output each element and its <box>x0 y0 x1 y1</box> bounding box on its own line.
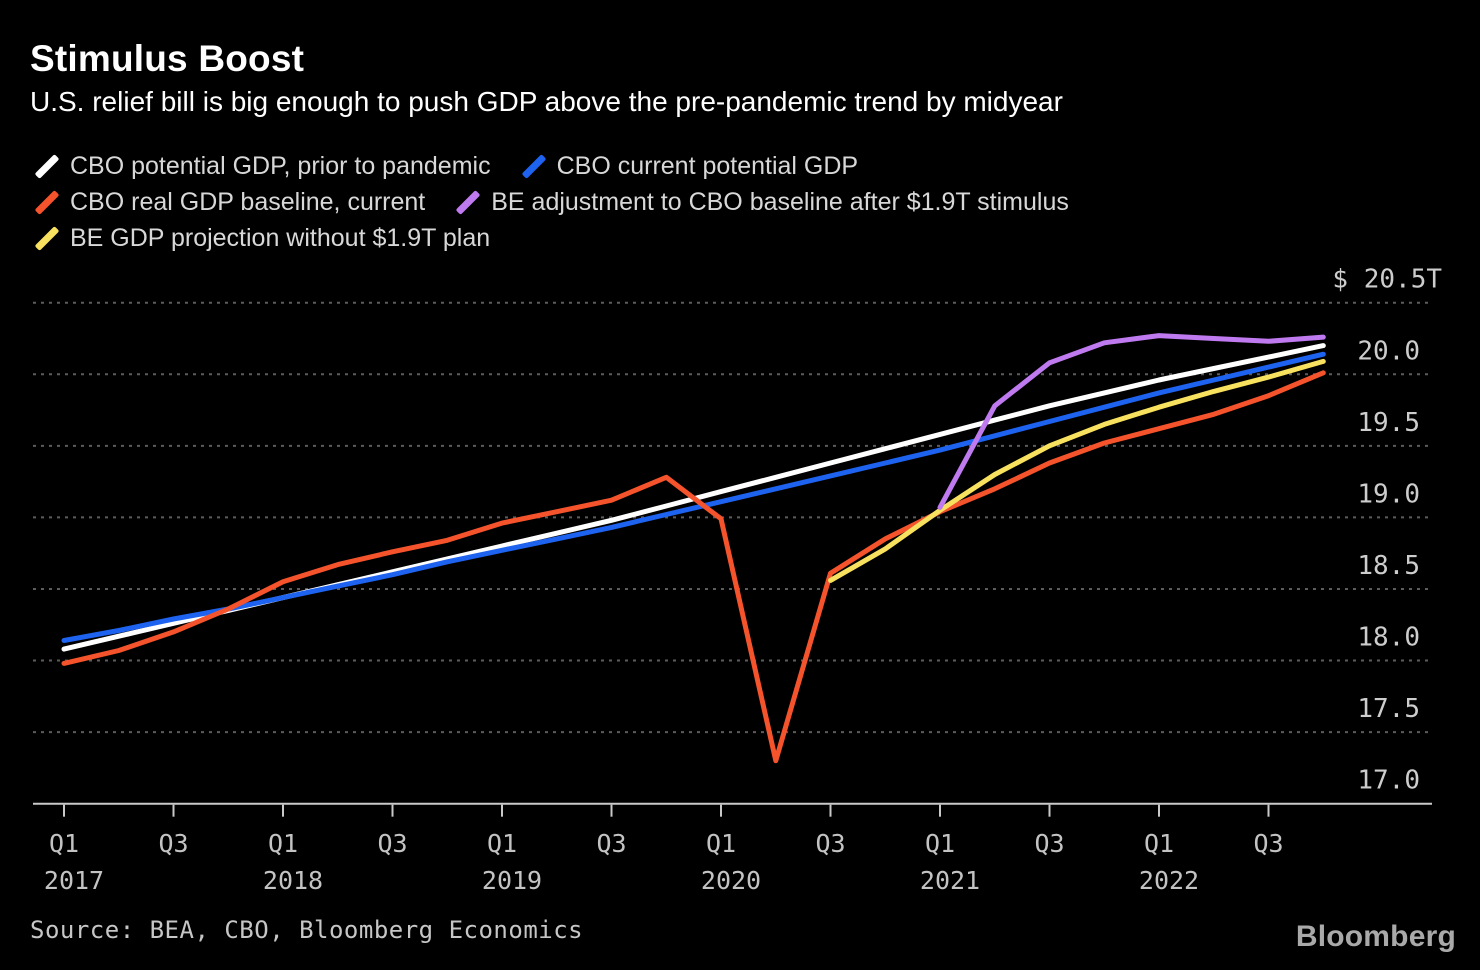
legend-item-be_adjustment_stimulus: BE adjustment to CBO baseline after $1.9… <box>451 188 1069 217</box>
legend-label: CBO current potential GDP <box>556 151 859 180</box>
y-axis-label-19.5: 19.5 <box>1357 408 1420 438</box>
legend-row-2: BE GDP projection without $1.9T plan <box>30 220 1360 256</box>
y-axis-label-18.0: 18.0 <box>1357 623 1420 653</box>
legend-item-cbo_real_baseline: CBO real GDP baseline, current <box>30 188 425 217</box>
legend-item-be_projection_no_plan: BE GDP projection without $1.9T plan <box>30 224 490 253</box>
x-year-label-2018: 2018 <box>263 866 323 895</box>
x-tick-label-12: Q1 <box>706 829 736 858</box>
series-line-cbo_real_baseline <box>61 370 1326 764</box>
legend-label: CBO potential GDP, prior to pandemic <box>70 151 491 180</box>
x-tick-label-0: Q1 <box>49 829 79 858</box>
source-note: Source: BEA, CBO, Bloomberg Economics <box>30 916 584 944</box>
y-axis-label-20.0: 20.0 <box>1357 336 1420 366</box>
y-axis-label-17.0: 17.0 <box>1357 766 1420 796</box>
y-axis-label-18.5: 18.5 <box>1357 551 1420 581</box>
chart-legend: CBO potential GDP, prior to pandemic CBO … <box>30 148 1360 256</box>
x-year-label-2017: 2017 <box>44 866 104 895</box>
x-tick-label-10: Q3 <box>596 829 626 858</box>
x-tick-label-6: Q3 <box>377 829 407 858</box>
y-axis-label-17.5: 17.5 <box>1357 694 1420 724</box>
y-axis-label-19.0: 19.0 <box>1357 479 1420 509</box>
x-year-label-2019: 2019 <box>482 866 542 895</box>
legend-label: BE adjustment to CBO baseline after $1.9… <box>491 187 1069 216</box>
x-tick-label-22: Q3 <box>1253 829 1283 858</box>
y-axis-label-20.5: $ 20.5T <box>1332 265 1442 295</box>
x-tick-label-18: Q3 <box>1034 829 1064 858</box>
legend-row-1: CBO real GDP baseline, current BE adjustm… <box>30 184 1360 220</box>
legend-label: BE GDP projection without $1.9T plan <box>70 223 491 252</box>
legend-item-cbo_potential_prior: CBO potential GDP, prior to pandemic <box>30 152 491 181</box>
legend-label: CBO real GDP baseline, current <box>70 187 426 216</box>
legend-item-cbo_potential_current: CBO current potential GDP <box>517 151 859 181</box>
x-tick-label-16: Q1 <box>925 829 955 858</box>
x-tick-label-2: Q3 <box>158 829 188 858</box>
x-tick-label-20: Q1 <box>1144 829 1174 858</box>
x-tick-label-14: Q3 <box>815 829 845 858</box>
series-line-be_projection_no_plan <box>828 358 1326 583</box>
x-year-label-2022: 2022 <box>1139 866 1199 895</box>
legend-row-0: CBO potential GDP, prior to pandemic CBO … <box>30 148 1360 184</box>
series-line-be_adjustment_stimulus <box>937 333 1326 510</box>
x-year-label-2020: 2020 <box>701 866 761 895</box>
series-line-cbo_potential_current <box>61 351 1326 643</box>
x-year-label-2021: 2021 <box>920 866 980 895</box>
bloomberg-logo: Bloomberg <box>1295 920 1456 953</box>
chart-subtitle: U.S. relief bill is big enough to push G… <box>30 86 1063 117</box>
x-tick-label-8: Q1 <box>487 829 517 858</box>
page-title: Stimulus Boost <box>30 38 305 79</box>
x-tick-label-4: Q1 <box>268 829 298 858</box>
